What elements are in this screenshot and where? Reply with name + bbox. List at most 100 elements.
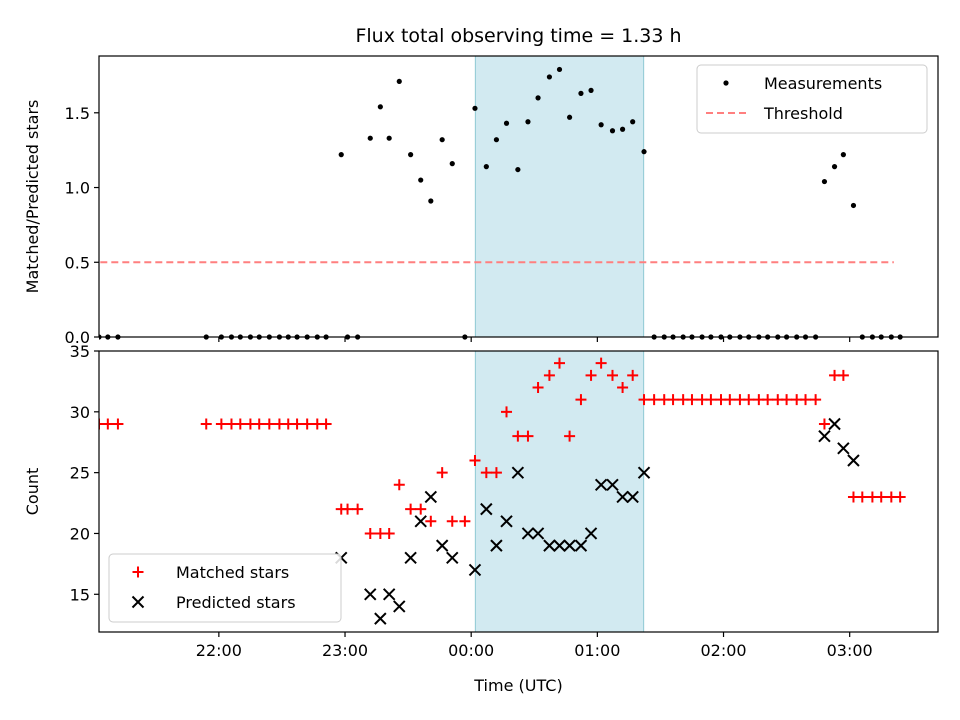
matched-stars-point-80: [894, 491, 906, 503]
predicted-stars-point-6: [414, 515, 427, 528]
measurements-point-39: [493, 137, 500, 143]
matched-stars-point-70: [800, 394, 812, 406]
matched-stars-point-29: [383, 527, 395, 539]
matched-stars-point-40: [501, 406, 513, 418]
matched-stars-point-58: [686, 394, 698, 406]
matched-stars-point-43: [532, 381, 544, 393]
top-y-tick-label-1: 0.5: [65, 253, 90, 272]
matched-stars-point-42: [522, 430, 534, 442]
predicted-stars-point-13: [500, 515, 513, 528]
predicted-stars-point-24: [616, 490, 629, 504]
x-tick-label-5: 02:00: [700, 641, 746, 660]
matched-stars-point-30: [393, 479, 405, 491]
matched-stars-point-31: [405, 503, 417, 515]
bottom-y-tick-label-2: 25: [70, 464, 90, 483]
top-y-tick-label-2: 1.0: [65, 179, 90, 198]
measurements-point-28: [377, 104, 383, 110]
measurements-point-34: [439, 137, 445, 143]
measurements-point-35: [449, 161, 455, 167]
measurements-point-31: [408, 152, 414, 158]
predicted-stars-point-4: [393, 600, 406, 613]
legend-predicted-stars-swatch: [131, 595, 145, 609]
bottom-y-axis-label: Count: [23, 468, 42, 516]
predicted-stars-point-22: [594, 478, 608, 492]
bottom-y-tick-label-1: 20: [70, 524, 90, 543]
matched-stars-point-49: [595, 357, 607, 369]
legend-matched-stars-swatch: [132, 566, 144, 578]
bottom-observing-span: [474, 350, 645, 633]
matched-stars-point-64: [743, 394, 755, 406]
predicted-stars-point-14: [511, 466, 525, 479]
x-tick-label-4: 01:00: [574, 641, 620, 660]
measurements-point-29: [386, 135, 392, 141]
predicted-stars-point-1: [364, 588, 377, 601]
matched-stars-point-53: [638, 394, 650, 406]
measurements-point-37: [472, 105, 478, 111]
measurements-point-40: [503, 120, 510, 126]
matched-stars-point-25: [342, 503, 354, 515]
x-tick-label-2: 23:00: [322, 641, 368, 660]
measurements-point-38: [483, 164, 489, 170]
x-tick-label-1: 22:00: [196, 641, 242, 660]
predicted-stars-point-25: [626, 490, 639, 504]
measurements-point-46: [566, 114, 573, 120]
matched-stars-point-68: [781, 394, 793, 406]
top-y-tick-label-3: 1.5: [65, 104, 90, 123]
matched-stars-point-52: [627, 369, 639, 381]
predicted-stars-point-9: [446, 551, 459, 565]
matched-stars-point-9: [102, 418, 114, 430]
measurements-point-72: [821, 178, 828, 185]
measurements-point-32: [418, 177, 424, 183]
matched-stars-point-35: [446, 515, 458, 527]
matched-stars-point-12: [215, 418, 227, 430]
matched-stars-point-10: [112, 418, 124, 430]
matched-stars-point-44: [543, 369, 555, 381]
matched-stars-point-45: [554, 357, 566, 369]
predicted-stars-point-18: [553, 539, 566, 552]
measurements-point-45: [556, 66, 563, 73]
matched-stars-point-16: [253, 418, 265, 430]
bottom-axes-frame: [98, 350, 939, 633]
top-y-axis-label: Matched/Predicted stars: [23, 100, 42, 294]
matched-stars-point-66: [762, 394, 774, 406]
matched-stars-point-14: [234, 418, 246, 430]
predicted-stars-point-12: [490, 539, 503, 552]
measurements-point-50: [609, 128, 616, 134]
matched-stars-point-27: [364, 527, 376, 539]
predicted-stars-point-17: [543, 539, 556, 552]
matched-stars-point-56: [667, 394, 679, 406]
bottom-y-tick-label-4: 35: [70, 342, 90, 361]
legend-measurements-label: Measurements: [764, 74, 882, 93]
measurements-point-41: [515, 166, 521, 173]
predicted-stars-point-27: [818, 429, 831, 443]
measurements-point-49: [598, 122, 604, 128]
measurements-point-47: [578, 90, 584, 96]
matched-stars-point-36: [459, 515, 471, 527]
predicted-stars-point-16: [531, 527, 545, 540]
bottom-y-tick-label-0: 15: [70, 585, 90, 604]
x-tick-label-3: 00:00: [448, 641, 494, 660]
predicted-stars-point-21: [584, 527, 598, 540]
measurements-point-24: [338, 152, 344, 158]
chart-title: Flux total observing time = 1.33 h: [355, 25, 681, 47]
predicted-stars-point-10: [468, 563, 482, 577]
measurements-point-33: [428, 198, 434, 204]
bottom-legend-box: [108, 553, 342, 623]
matched-stars-point-20: [291, 418, 303, 430]
predicted-stars-point-7: [424, 490, 438, 504]
measurements-point-73: [831, 164, 838, 170]
matched-stars-point-60: [705, 394, 717, 406]
matched-stars-point-62: [724, 394, 736, 406]
predicted-stars-point-20: [574, 539, 588, 552]
measurements-point-75: [850, 202, 857, 209]
measurements-point-74: [840, 152, 846, 158]
measurements-point-44: [546, 74, 553, 80]
bottom-panel: 15 20 25 30 35 22:00 23:00 00:00 01:00 02:00 03:00…: [23, 342, 939, 660]
measurements-point-52: [630, 119, 636, 125]
measurements-point-27: [367, 135, 373, 141]
predicted-stars-point-29: [837, 442, 850, 455]
predicted-stars-point-19: [563, 539, 576, 552]
matched-stars-point-21: [301, 418, 313, 430]
measurements-point-42: [525, 119, 531, 125]
